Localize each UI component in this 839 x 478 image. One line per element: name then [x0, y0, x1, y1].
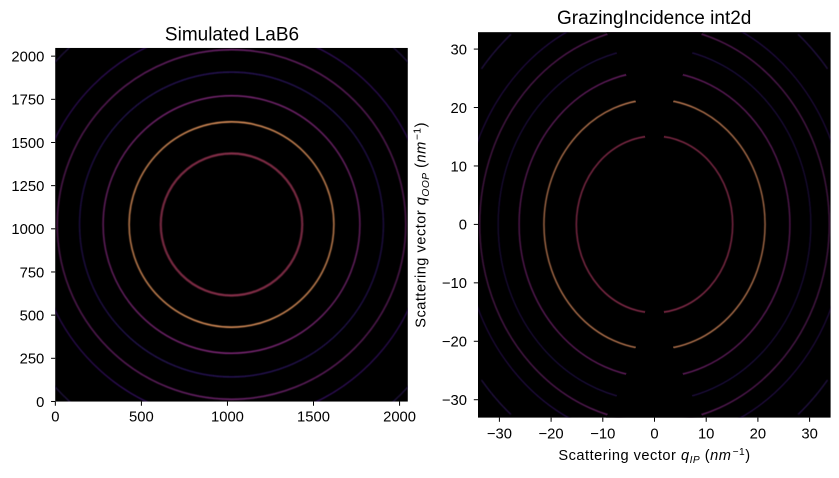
svg-text:0: 0 — [650, 426, 658, 442]
svg-text:1750: 1750 — [11, 93, 44, 109]
svg-text:20: 20 — [750, 426, 766, 442]
svg-text:0: 0 — [459, 218, 467, 234]
svg-text:30: 30 — [801, 426, 817, 442]
svg-text:2000: 2000 — [11, 49, 44, 65]
svg-text:10: 10 — [451, 159, 467, 175]
svg-text:−20: −20 — [442, 335, 467, 351]
svg-text:750: 750 — [20, 265, 45, 281]
svg-text:0: 0 — [36, 395, 44, 411]
svg-text:−20: −20 — [539, 426, 564, 442]
svg-text:1250: 1250 — [11, 179, 44, 195]
svg-text:GrazingIncidence int2d: GrazingIncidence int2d — [557, 8, 751, 29]
svg-text:Scattering vector qOOP (nm−1): Scattering vector qOOP (nm−1) — [412, 122, 431, 328]
svg-text:1000: 1000 — [11, 222, 44, 238]
svg-text:0: 0 — [51, 410, 59, 426]
svg-text:500: 500 — [129, 410, 154, 426]
svg-text:−30: −30 — [442, 393, 467, 409]
svg-text:2000: 2000 — [383, 410, 416, 426]
svg-text:1500: 1500 — [11, 136, 44, 152]
svg-text:Scattering vector qIP (nm−1): Scattering vector qIP (nm−1) — [558, 447, 750, 466]
svg-text:−30: −30 — [487, 426, 512, 442]
svg-text:20: 20 — [451, 101, 467, 117]
svg-text:30: 30 — [451, 42, 467, 58]
svg-text:Simulated LaB6: Simulated LaB6 — [165, 24, 299, 45]
svg-text:10: 10 — [698, 426, 714, 442]
svg-text:−10: −10 — [590, 426, 615, 442]
svg-text:250: 250 — [20, 352, 45, 368]
svg-text:1000: 1000 — [211, 410, 244, 426]
svg-text:1500: 1500 — [297, 410, 330, 426]
svg-text:500: 500 — [20, 308, 45, 324]
svg-text:−10: −10 — [442, 276, 467, 292]
